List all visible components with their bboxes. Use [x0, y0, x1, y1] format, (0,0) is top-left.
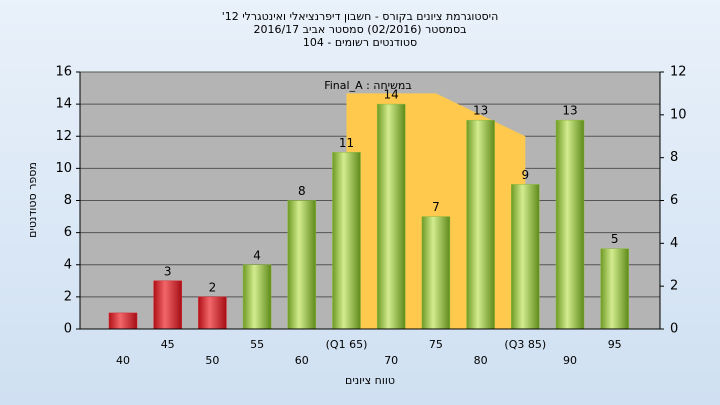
- bar: [600, 248, 629, 330]
- y-tick-label: 2: [64, 289, 72, 304]
- y-tick-label: 0: [64, 322, 72, 337]
- bar: [421, 216, 451, 330]
- y2-tick-label: 8: [670, 150, 678, 165]
- value-label: 9: [521, 168, 529, 182]
- y-tick-label: 4: [64, 257, 72, 272]
- value-label: 5: [611, 232, 619, 246]
- bar: [511, 184, 540, 330]
- bar: [332, 152, 361, 330]
- value-label: 14: [384, 88, 399, 102]
- value-label: 11: [339, 136, 354, 150]
- y-tick-label: 8: [64, 193, 72, 208]
- y2-tick-label: 6: [670, 193, 678, 208]
- x-axis-label: טווח ציונים: [345, 374, 395, 387]
- annotation: Final_A : במשיחה: [324, 79, 412, 92]
- y2-tick-label: 4: [670, 236, 678, 251]
- y-tick-label: 16: [55, 65, 72, 80]
- x-tick-label: (Q1 65): [326, 338, 368, 351]
- x-tick-label: (Q3 85): [504, 338, 546, 351]
- x-tick-label: 55: [250, 338, 264, 351]
- y2-tick-label: 2: [670, 279, 678, 294]
- value-label: 3: [164, 264, 172, 278]
- y2-tick-label: 0: [670, 322, 678, 337]
- bar: [376, 103, 406, 330]
- y-tick-label: 12: [55, 129, 72, 144]
- y-axis-label: מספר סטודנטים: [26, 162, 39, 238]
- title-line: 'היסטוגרמת ציונים בקורס - חשבון דיפרנציא…: [222, 10, 499, 23]
- x-tick-label: 90: [563, 354, 577, 367]
- bar: [466, 119, 495, 330]
- bar: [153, 280, 182, 330]
- x-tick-label: 70: [384, 354, 398, 367]
- x-tick-label: 45: [161, 338, 175, 351]
- value-label: 13: [473, 104, 488, 118]
- value-label: 8: [298, 184, 306, 198]
- x-tick-label: 75: [429, 338, 443, 351]
- bar: [287, 200, 317, 330]
- bar: [198, 296, 227, 330]
- y2-tick-label: 10: [670, 107, 687, 122]
- y2-tick-label: 12: [670, 65, 687, 80]
- x-tick-label: 60: [295, 354, 309, 367]
- value-label: 4: [253, 248, 261, 262]
- x-tick-label: 50: [205, 354, 219, 367]
- value-label: 7: [432, 200, 440, 214]
- x-tick-label: 95: [608, 338, 622, 351]
- y-tick-label: 10: [55, 161, 72, 176]
- bar: [108, 312, 138, 330]
- value-label: 13: [562, 104, 577, 118]
- bar: [555, 119, 585, 330]
- title-line: סטודנטים רשומים - 104: [303, 36, 417, 49]
- y-tick-label: 14: [55, 97, 72, 112]
- value-label: 2: [209, 280, 217, 294]
- y-tick-label: 6: [64, 225, 72, 240]
- x-tick-label: 80: [474, 354, 488, 367]
- title-line: בסמסטר (02/2016) סמסטר אביב 2016/17: [253, 23, 466, 36]
- x-tick-label: 40: [116, 354, 130, 367]
- bar: [242, 264, 272, 330]
